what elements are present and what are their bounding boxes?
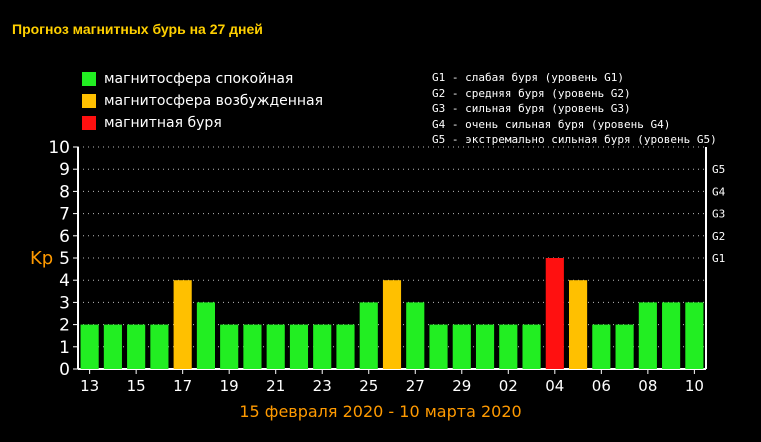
- g-legend-g5: G5 - экстремально сильная буря (уровень …: [432, 133, 717, 146]
- y-tick-label: 10: [48, 138, 70, 158]
- bar-quiet: [103, 324, 122, 369]
- bar-active: [569, 280, 588, 369]
- x-tick-label: 04: [545, 377, 564, 395]
- y-tick-label: 2: [59, 316, 70, 336]
- right-tick-label-g3: G3: [712, 208, 725, 221]
- g-legend-g1: G1 - слабая буря (уровень G1): [432, 71, 625, 84]
- y-tick-label: 6: [59, 227, 70, 247]
- legend-item-quiet: магнитосфера спокойная: [82, 68, 323, 90]
- x-tick-label: 25: [359, 377, 378, 395]
- right-tick-label-g4: G4: [712, 185, 726, 198]
- bar-active: [382, 280, 402, 369]
- g-legend-g3: G3 - сильная буря (уровень G3): [432, 102, 631, 115]
- bar-quiet: [127, 324, 146, 369]
- y-tick-label: 1: [59, 338, 70, 358]
- y-tick-label: 3: [59, 293, 70, 313]
- bar-quiet: [359, 302, 378, 369]
- bar-quiet: [196, 302, 215, 369]
- bar-quiet: [80, 324, 99, 369]
- y-tick-label: 0: [59, 360, 70, 380]
- bar-quiet: [150, 324, 169, 369]
- y-axis-label: Kp: [30, 248, 53, 269]
- legend-swatch-quiet: [82, 72, 96, 86]
- legend-label-quiet: магнитосфера спокойная: [104, 71, 294, 87]
- legend-label-storm: магнитная буря: [104, 115, 222, 131]
- x-tick-label: 27: [406, 377, 425, 395]
- y-tick-label: 8: [59, 182, 70, 202]
- bar-quiet: [429, 324, 448, 369]
- bar-quiet: [243, 324, 262, 369]
- bar-quiet: [475, 324, 495, 369]
- y-tick-label: 4: [59, 271, 70, 291]
- bar-quiet: [406, 302, 425, 369]
- x-tick-label: 23: [313, 377, 332, 395]
- x-tick-label: 06: [592, 377, 611, 395]
- g-legend-g4: G4 - очень сильная буря (уровень G4): [432, 117, 671, 131]
- bar-active: [173, 280, 192, 369]
- chart-title: Прогноз магнитных бурь на 27 дней: [12, 21, 263, 37]
- legend-item-active: магнитосфера возбужденная: [82, 90, 323, 112]
- x-tick-label: 13: [80, 377, 99, 395]
- bar-quiet: [522, 324, 541, 369]
- bar-quiet: [452, 324, 471, 369]
- legend-swatch-active: [82, 94, 96, 108]
- x-tick-label: 02: [499, 377, 518, 395]
- right-tick-label-g5: G5: [712, 163, 725, 176]
- bar-quiet: [220, 324, 239, 369]
- right-tick-label-g1: G1: [712, 252, 725, 265]
- legend-item-storm: магнитная буря: [82, 112, 323, 134]
- x-tick-label: 15: [127, 377, 146, 395]
- y-tick-label: 5: [59, 249, 70, 269]
- y-tick-label: 9: [59, 160, 70, 180]
- x-tick-label: 17: [173, 377, 192, 395]
- right-tick-label-g2: G2: [712, 230, 725, 243]
- legend-label-active: магнитосфера возбужденная: [104, 93, 324, 109]
- status-legend: магнитосфера спокойная магнитосфера возб…: [82, 68, 323, 134]
- bar-storm: [545, 258, 564, 369]
- bar-quiet: [336, 324, 355, 369]
- g-legend-g2: G2 - средняя буря (уровень G2): [432, 86, 631, 100]
- x-tick-label: 29: [452, 377, 471, 395]
- x-tick-label: 19: [220, 377, 239, 395]
- x-axis-label: 15 февраля 2020 - 10 марта 2020: [239, 402, 522, 421]
- bar-quiet: [685, 302, 704, 369]
- x-tick-label: 21: [266, 377, 285, 395]
- bar-quiet: [615, 324, 634, 369]
- legend-swatch-storm: [82, 116, 96, 130]
- x-tick-label: 10: [685, 377, 704, 395]
- bar-quiet: [638, 302, 657, 369]
- bar-quiet: [499, 324, 518, 369]
- bar-quiet: [313, 324, 332, 369]
- bar-quiet: [662, 302, 681, 369]
- bar-quiet: [592, 324, 611, 369]
- y-tick-label: 7: [59, 205, 70, 225]
- bar-quiet: [266, 324, 285, 369]
- g-level-legend: G1 - слабая буря (уровень G1) G2 - средн…: [432, 70, 717, 148]
- bar-quiet: [289, 324, 309, 369]
- x-tick-label: 08: [638, 377, 657, 395]
